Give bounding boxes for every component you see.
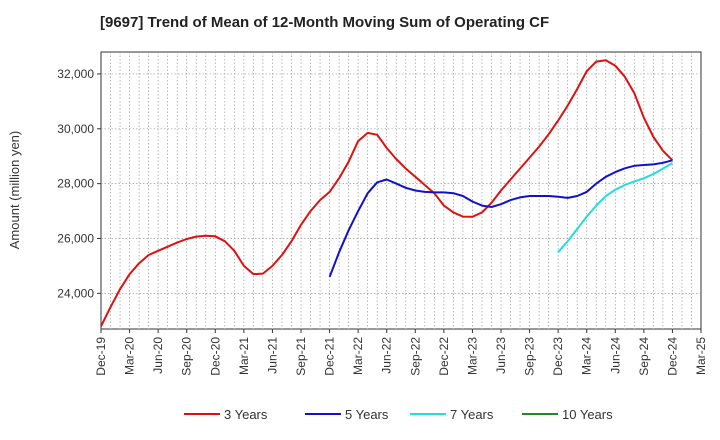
x-tick-label: Sep-20 [180,337,194,376]
y-tick-label: 30,000 [57,122,94,136]
y-axis: 24,000 26,000 28,000 30,000 32,000 [57,67,101,300]
legend-label-3-years: 3 Years [224,407,268,422]
x-tick-label: Jun-20 [151,337,165,374]
x-tick-label: Dec-24 [665,337,679,376]
x-tick-label: Dec-19 [94,337,108,376]
y-tick-label: 26,000 [57,231,94,245]
series-line-3-years [100,59,674,327]
legend: 3 Years 5 Years 7 Years 10 Years [184,407,613,422]
legend-label-7-years: 7 Years [450,407,494,422]
y-tick-label: 28,000 [57,177,94,191]
x-tick-label: Sep-21 [294,337,308,376]
x-tick-label: Mar-20 [123,337,137,375]
series-line-5-years [328,159,673,278]
series-group [100,59,674,327]
x-tick-label: Sep-22 [408,337,422,376]
x-tick-label: Jun-23 [494,337,508,374]
legend-label-10-years: 10 Years [562,407,613,422]
x-tick-label: Sep-23 [523,337,537,376]
y-tick-label: 32,000 [57,67,94,81]
chart-title: [9697] Trend of Mean of 12-Month Moving … [100,14,549,31]
x-tick-label: Mar-24 [580,337,594,375]
y-tick-label: 24,000 [57,286,94,300]
x-tick-label: Jun-22 [380,337,394,374]
series-line-7-years [557,162,673,253]
x-tick-label: Jun-21 [265,337,279,374]
x-tick-label: Mar-23 [465,337,479,375]
x-tick-label: Mar-22 [351,337,365,375]
x-tick-label: Mar-25 [694,337,708,375]
x-tick-label: Jun-24 [608,337,622,374]
x-tick-label: Mar-21 [237,337,251,375]
plot-area [100,51,702,330]
legend-label-5-years: 5 Years [345,407,389,422]
x-tick-label: Dec-20 [208,337,222,376]
grid [101,52,701,329]
x-tick-label: Sep-24 [637,337,651,376]
x-axis: Dec-19 Mar-20 Jun-20 Sep-20 Dec-20 Mar-21 Jun-… [94,329,708,376]
x-tick-label: Dec-21 [323,337,337,376]
y-axis-label: Amount (million yen) [7,131,22,250]
x-tick-label: Dec-22 [437,337,451,376]
x-tick-label: Dec-23 [551,337,565,376]
